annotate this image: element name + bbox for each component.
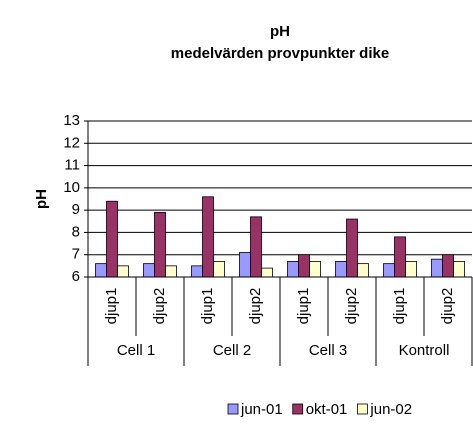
- bar: [298, 254, 310, 278]
- bar: [213, 260, 225, 278]
- y-tick-label: 8: [72, 223, 80, 240]
- legend-swatch: [357, 403, 368, 415]
- bar: [202, 196, 214, 278]
- chart-subtitle: medelvärden provpunkter dike: [171, 45, 389, 62]
- y-tick-label: 9: [72, 201, 80, 218]
- bar: [453, 260, 465, 278]
- y-tick-label: 12: [63, 134, 80, 151]
- bar: [309, 260, 321, 278]
- y-tick-label: 13: [63, 112, 80, 129]
- bar: [154, 211, 166, 278]
- legend-label: jun-02: [369, 401, 412, 418]
- bar: [335, 260, 347, 278]
- x-tick-label: djup1: [103, 288, 120, 325]
- x-tick-label: djup1: [391, 288, 408, 325]
- bar: [165, 265, 177, 278]
- bar: [394, 236, 406, 278]
- legend-label: jun-01: [240, 401, 283, 418]
- bar: [250, 216, 262, 278]
- group-label: Cell 2: [213, 342, 251, 359]
- bar: [117, 265, 129, 278]
- bar: [442, 254, 454, 278]
- x-tick-label: djup2: [439, 288, 456, 325]
- y-tick-label: 11: [64, 157, 80, 174]
- bar: [431, 258, 443, 278]
- x-tick-label: djup2: [151, 288, 168, 325]
- x-tick-label: djup1: [199, 288, 216, 325]
- x-tick-label: djup2: [247, 288, 264, 325]
- legend-swatch: [292, 403, 304, 415]
- bar: [287, 260, 299, 278]
- chart-title: pH: [270, 23, 290, 40]
- bar: [95, 263, 107, 278]
- bar: [106, 200, 118, 278]
- group-label: Kontroll: [399, 342, 450, 359]
- y-tick-label: 7: [72, 246, 80, 263]
- x-tick-label: djup2: [343, 288, 360, 325]
- y-axis-label: pH: [33, 189, 50, 209]
- y-tick-label: 6: [72, 268, 80, 285]
- bar: [357, 263, 369, 278]
- bar: [346, 218, 358, 278]
- bar: [143, 263, 155, 278]
- group-label: Cell 3: [309, 342, 347, 359]
- legend-swatch: [227, 403, 239, 415]
- bar: [383, 263, 395, 278]
- x-tick-label: djup1: [295, 288, 312, 325]
- bar: [261, 267, 273, 278]
- y-tick-label: 10: [63, 179, 80, 196]
- group-label: Cell 1: [117, 342, 155, 359]
- bar: [405, 260, 417, 278]
- legend-label: okt-01: [306, 401, 348, 418]
- bar: [239, 252, 251, 278]
- bar: [191, 265, 203, 278]
